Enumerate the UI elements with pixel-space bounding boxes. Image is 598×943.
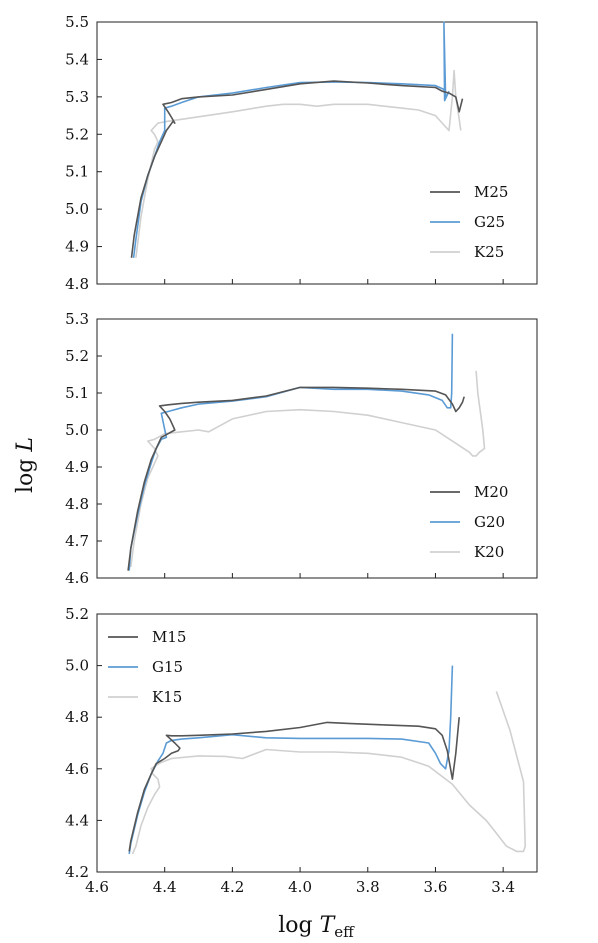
- y-tick-label: 5.3: [65, 310, 89, 328]
- y-tick-label: 4.9: [65, 238, 89, 256]
- series-line-m15: [128, 717, 460, 852]
- series-line-m25: [130, 80, 464, 258]
- legend-label-m20: M20: [474, 483, 508, 501]
- y-tick-label: 5.2: [65, 605, 89, 623]
- y-tick-label: 5.1: [65, 384, 89, 402]
- y-tick-label: 4.9: [65, 458, 89, 476]
- series-line-m20: [127, 386, 465, 571]
- x-tick-label: 3.6: [424, 878, 448, 896]
- legend-label-k25: K25: [474, 243, 504, 261]
- series-line-k20: [130, 370, 486, 568]
- y-axis-title: log L: [13, 437, 38, 493]
- x-tick-label: 4.6: [85, 878, 109, 896]
- plot-frame: [96, 21, 538, 285]
- series-line-k15: [131, 691, 527, 855]
- y-tick-label: 4.7: [65, 532, 89, 550]
- y-tick-label: 5.0: [65, 200, 89, 218]
- y-tick-label: 4.8: [65, 495, 89, 513]
- y-tick-label: 4.6: [65, 569, 89, 587]
- series-line-g25: [132, 21, 450, 258]
- y-tick-label: 5.0: [65, 421, 89, 439]
- x-tick-label: 3.4: [491, 878, 515, 896]
- y-tick-label: 5.1: [65, 163, 89, 181]
- legend-label-g25: G25: [474, 213, 505, 231]
- x-tick-label: 3.8: [356, 878, 380, 896]
- legend-label-k20: K20: [474, 543, 504, 561]
- legend-label-k15: K15: [152, 688, 182, 706]
- panels-container: 4.84.95.05.15.25.35.45.5M25G25K254.64.74…: [65, 13, 538, 896]
- legend-label-g15: G15: [152, 658, 183, 676]
- y-tick-label: 4.4: [65, 811, 89, 829]
- x-axis-title: log Teff: [278, 913, 355, 941]
- x-tick-label: 4.2: [220, 878, 244, 896]
- y-tick-label: 5.3: [65, 88, 89, 106]
- panel-2: 4.6 4.7 4.8 4.9 5.0 5.1 5.2 5.3 M20 G20 K20: [65, 310, 538, 587]
- x-tick-label: 4.0: [288, 878, 312, 896]
- panel-3: 4.2 4.4 4.6 4.8 5.0 5.2 4.6 4.4 4.2 4.0 3.8 3.6 3.4 M…: [65, 605, 538, 896]
- y-tick-label: 5.5: [65, 13, 89, 31]
- y-tick-label: 5.4: [65, 50, 89, 68]
- panel-1: 4.8 4.9 5.0 5.1 5.2 5.3 5.4 5.5 M25 G25 K25: [65, 13, 538, 293]
- legend-label-m15: M15: [152, 628, 186, 646]
- series-line-g20: [128, 333, 454, 571]
- x-tick-label: 4.4: [153, 878, 177, 896]
- y-tick-label: 4.8: [65, 708, 89, 726]
- plot-frame: [96, 613, 538, 873]
- legend-label-m25: M25: [474, 183, 508, 201]
- y-tick-label: 5.2: [65, 125, 89, 143]
- plot-frame: [96, 318, 538, 579]
- series-line-k25: [135, 69, 462, 258]
- y-tick-label: 5.2: [65, 347, 89, 365]
- y-tick-label: 4.6: [65, 760, 89, 778]
- y-tick-label: 4.8: [65, 275, 89, 293]
- y-tick-label: 5.0: [65, 657, 89, 675]
- y-tick-label: 4.2: [65, 863, 89, 881]
- legend-label-g20: G20: [474, 513, 505, 531]
